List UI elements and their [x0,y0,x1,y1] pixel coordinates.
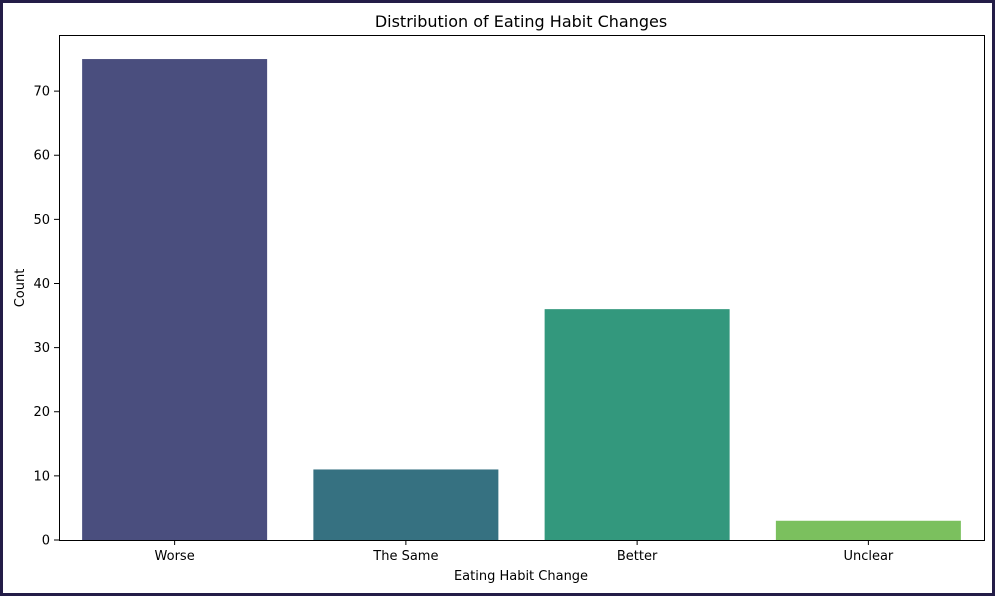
x-axis-ticks: Worse The Same Better Unclear [155,540,894,564]
x-tick-label: Worse [155,549,195,564]
x-tick-label: Better [617,549,658,564]
y-tick-label: 70 [33,85,50,100]
y-tick-label: 0 [42,534,50,549]
y-tick-label: 40 [33,277,50,292]
y-tick-label: 20 [33,405,50,420]
chart-title: Distribution of Eating Habit Changes [375,12,667,31]
y-tick-label: 50 [33,213,50,228]
x-tick-label: Unclear [843,549,893,564]
y-tick-label: 60 [33,149,50,164]
y-tick-label: 30 [33,341,50,356]
y-tick-label: 10 [33,469,50,484]
x-axis-label: Eating Habit Change [454,569,588,584]
y-axis-label: Count [13,269,28,308]
y-axis-ticks: 0 10 20 30 40 50 60 70 [33,85,59,549]
bar-worse [82,59,268,541]
x-tick-label: The Same [372,549,438,564]
bar-the-same [313,469,499,540]
bars-group [82,59,961,541]
bar-unclear [775,520,961,540]
plot-area-border [59,35,985,541]
bar-better [544,309,730,540]
